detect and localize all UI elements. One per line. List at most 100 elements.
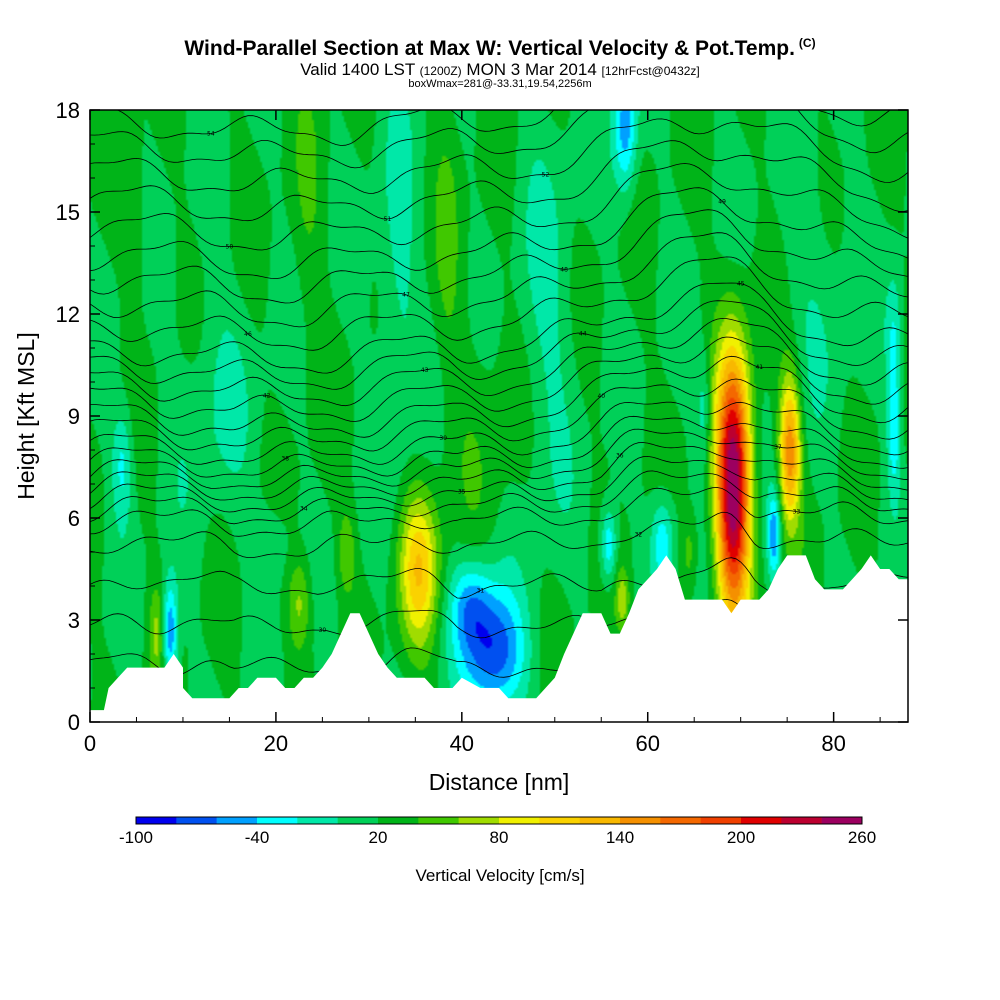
- chart-title: Wind-Parallel Section at Max W: Vertical…: [184, 36, 816, 60]
- x-axis-label: Distance [nm]: [429, 769, 570, 795]
- theta-contour-46: [90, 256, 908, 351]
- colorbar-swatch: [216, 817, 258, 824]
- subtitle-forecast: [12hrFcst@0432z]: [601, 64, 700, 78]
- theta-contour-label: 36: [616, 453, 624, 460]
- theta-contour-41: [90, 355, 908, 438]
- theta-contour-52: [90, 118, 908, 194]
- colorbar-swatch: [418, 817, 459, 824]
- theta-contour-label: 54: [207, 131, 215, 138]
- theta-contour-44: [90, 300, 908, 390]
- theta-contour-48: [90, 209, 908, 304]
- theta-contour-label: 35: [458, 489, 466, 496]
- theta-contour-49: [90, 187, 908, 280]
- colorbar-swatch: [257, 817, 298, 824]
- colorbar-swatch: [539, 817, 580, 824]
- chart-box-info: boxWmax=281@-33.31,19.54,2256m: [408, 78, 592, 90]
- theta-contour-label: 30: [319, 627, 327, 634]
- colorbar-swatch: [337, 817, 379, 824]
- theta-contour-label: 53: [700, 96, 708, 103]
- theta-contour-label: 32: [635, 532, 643, 539]
- colorbar-label: Vertical Velocity [cm/s]: [415, 866, 584, 885]
- colorbar-tick-label: -40: [245, 828, 270, 847]
- theta-contour-label: 33: [793, 509, 801, 516]
- y-tick-label: 15: [56, 200, 80, 225]
- theta-contour-label: 46: [244, 331, 252, 338]
- x-axis-ticks: 0 20 40 60 80: [84, 110, 881, 756]
- theta-contour-label: 34: [300, 505, 308, 512]
- potential-temperature-contours: 2930313233343536373839404142434445464748…: [90, 96, 908, 678]
- colorbar-tick-label: 140: [606, 828, 634, 847]
- theta-contour-42: [90, 336, 908, 422]
- colorbar-tick-label: 20: [369, 828, 388, 847]
- colorbar-swatch: [176, 817, 217, 824]
- chart-subtitle: Valid 1400 LST (1200Z) MON 3 Mar 2014 [1…: [0, 60, 1000, 80]
- theta-contour-35: [90, 455, 908, 513]
- colorbar-swatch: [781, 817, 822, 824]
- subtitle-valid: Valid 1400 LST: [300, 60, 415, 79]
- colorbar-swatch: [499, 817, 540, 824]
- x-tick-label: 60: [635, 731, 659, 756]
- y-tick-label: 9: [68, 404, 80, 429]
- theta-contour-label: 51: [384, 216, 392, 223]
- theta-contour-label: 40: [597, 393, 605, 400]
- theta-contour-label: 39: [439, 435, 447, 442]
- theta-contour-36: [90, 442, 908, 501]
- theta-contour-label: 31: [477, 588, 485, 595]
- theta-contour-label: 37: [774, 444, 782, 451]
- y-tick-label: 3: [68, 608, 80, 633]
- colorbar-swatch: [741, 817, 782, 824]
- theta-contour-47: [90, 232, 908, 328]
- theta-contour-33: [90, 487, 908, 537]
- theta-contour-40: [90, 378, 908, 452]
- theta-contour-54: [90, 110, 891, 146]
- theta-contour-label: 49: [718, 198, 726, 205]
- colorbar-swatch: [579, 817, 621, 824]
- y-axis-label: Height [Kft MSL]: [13, 332, 39, 499]
- x-tick-label: 20: [264, 731, 288, 756]
- copyright-mark: (C): [798, 36, 816, 50]
- theta-contour-53: [90, 110, 908, 169]
- theta-contour-39: [90, 401, 908, 465]
- colorbar-swatch: [378, 817, 419, 824]
- theta-contour-label: 47: [402, 292, 410, 299]
- colorbar-swatch: [136, 817, 177, 824]
- theta-contour-label: 48: [560, 266, 568, 273]
- x-tick-label: 80: [821, 731, 845, 756]
- colorbar-frame: [135, 816, 863, 825]
- colorbar-swatch: [821, 817, 863, 824]
- theta-contour-45: [90, 282, 908, 374]
- y-tick-label: 0: [68, 710, 80, 735]
- theta-contour-label: 42: [263, 392, 271, 399]
- colorbar-swatch: [660, 817, 701, 824]
- theta-contour-label: 41: [755, 364, 763, 371]
- subtitle-date: MON 3 Mar 2014: [466, 60, 597, 79]
- theta-contour-37: [90, 428, 908, 489]
- colorbar-tick-label: 260: [848, 828, 876, 847]
- subtitle-utc: (1200Z): [419, 64, 462, 78]
- colorbar-tick-label: 80: [490, 828, 509, 847]
- theta-contour-label: 50: [226, 244, 234, 251]
- theta-contour-label: 45: [737, 281, 745, 288]
- theta-contour-50: [90, 163, 908, 251]
- terrain-mask: [90, 555, 908, 722]
- colorbar-swatch: [458, 817, 500, 824]
- colorbar-swatch: [297, 817, 338, 824]
- colorbar-tick-label: -100: [119, 828, 153, 847]
- x-tick-label: 0: [84, 731, 96, 756]
- colorbar-swatch: [700, 817, 742, 824]
- colorbar-swatch: [620, 817, 661, 824]
- x-tick-label: 40: [450, 731, 474, 756]
- theta-contour-38: [90, 415, 908, 478]
- theta-contour-label: 52: [542, 172, 550, 179]
- y-tick-label: 12: [56, 302, 80, 327]
- theta-contour-51: [90, 140, 908, 222]
- theta-contour-label: 44: [579, 330, 587, 337]
- theta-contour-label: 43: [421, 367, 429, 374]
- colorbar: -100 -40 20 80 140 200 260: [119, 816, 876, 847]
- theta-contour-label: 38: [281, 456, 289, 463]
- y-tick-label: 18: [56, 98, 80, 123]
- theta-contour-43: [90, 317, 908, 407]
- y-tick-label: 6: [68, 506, 80, 531]
